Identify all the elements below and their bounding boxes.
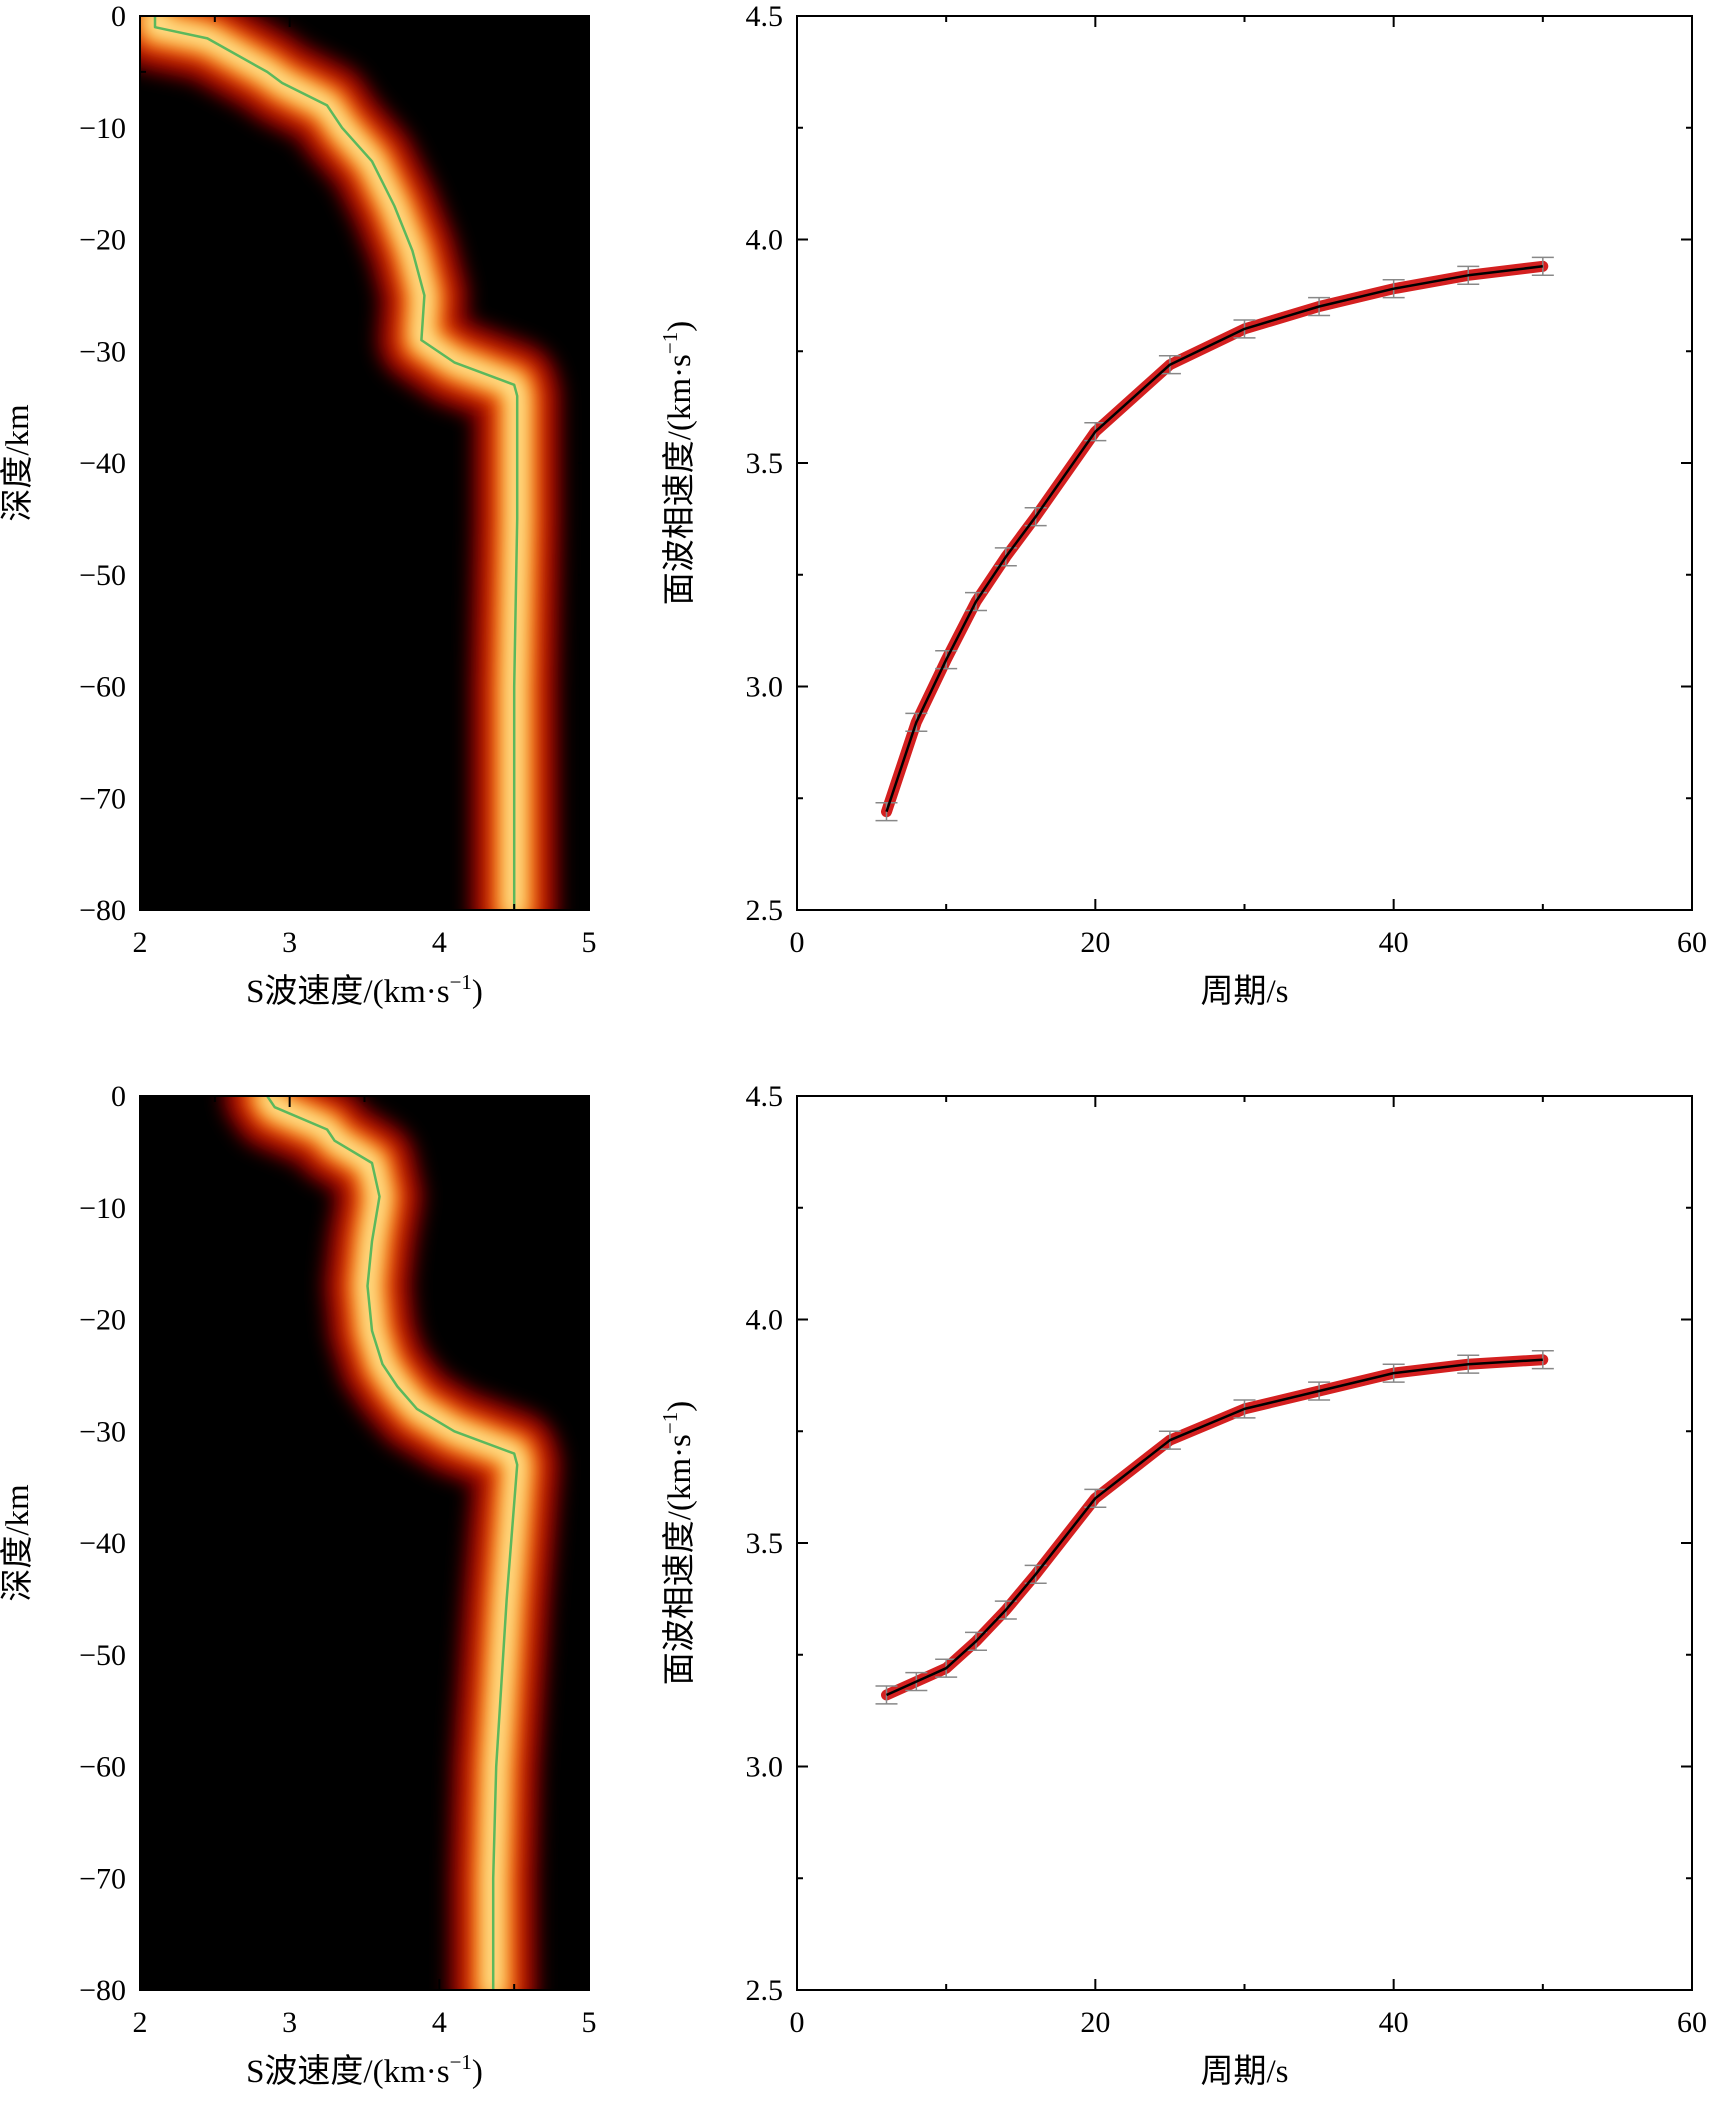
model-ensemble-band xyxy=(881,260,1549,818)
y-axis-title-main: 深度/km xyxy=(0,404,36,522)
x-tick-label: 3 xyxy=(282,926,297,959)
x-tick-label: 20 xyxy=(1080,926,1110,959)
chart-bottom-right: 0 20 40 60 2.5 3.0 3.5 4.0 4.5 周期/s 面波相速度/(km·s−1) xyxy=(658,1080,1707,2090)
y-tick-label: −40 xyxy=(79,1527,126,1560)
velocity-model-line xyxy=(153,16,519,910)
chart-bottom-left: 2 3 4 5 0 −10 −20 −30 −40 −50 −60 −70 −80 S波速度/(km·s−… xyxy=(0,1080,597,2090)
y-tick-label: −10 xyxy=(79,112,126,145)
x-tick-label: 60 xyxy=(1677,2006,1707,2039)
y-tick-label: 0 xyxy=(111,0,126,33)
y-tick-label: 4.0 xyxy=(746,1304,784,1337)
y-axis-title-sup: −1 xyxy=(658,1412,682,1434)
chart-top-right: 0 20 40 60 2.5 3.0 3.5 4.0 4.5 周期/s 面波相速度/(km·s−1) xyxy=(658,0,1707,1010)
y-axis-title: 面波相速度/(km·s−1) xyxy=(658,1401,698,1686)
dispersion-curve xyxy=(885,265,1543,813)
y-axis-title: 深度/km xyxy=(0,1484,36,1602)
y-tick-label: −30 xyxy=(79,1415,126,1448)
x-tick-label: 60 xyxy=(1677,926,1707,959)
y-tick-label: 2.5 xyxy=(746,894,784,927)
plot-frame xyxy=(796,1095,1693,1991)
x-tick-label: 5 xyxy=(582,926,597,959)
x-tick-label: 4 xyxy=(432,926,447,959)
velocity-model-line xyxy=(266,1096,519,1990)
y-tick-label: −70 xyxy=(79,782,126,815)
y-tick-label: −60 xyxy=(79,1751,126,1784)
y-tick-label: 3.5 xyxy=(746,447,784,480)
x-axis-title-main: 周期/s xyxy=(1200,2054,1288,2090)
x-tick-label: 5 xyxy=(582,2006,597,2039)
x-axis-title-sup: −1 xyxy=(450,2050,472,2074)
error-bar xyxy=(1531,1350,1554,1370)
y-axis-title-sup: −1 xyxy=(658,332,682,354)
posterior-density xyxy=(140,16,563,910)
y-tick-label: 2.5 xyxy=(746,1974,784,2007)
chart-top-left: 2 3 4 5 0 −10 −20 −30 −40 −50 −60 −70 −80 S波速度/(km·s−… xyxy=(0,0,597,1010)
y-axis-title-main: 深度/km xyxy=(0,1484,36,1602)
y-tick-label: −70 xyxy=(79,1862,126,1895)
y-tick-label: −20 xyxy=(79,1304,126,1337)
x-tick-label: 4 xyxy=(432,2006,447,2039)
y-tick-label: −10 xyxy=(79,1192,126,1225)
x-tick-label: 2 xyxy=(133,2006,148,2039)
x-axis-title-sup: −1 xyxy=(450,970,472,994)
y-axis-title-end: ) xyxy=(662,321,698,332)
plot-frame xyxy=(796,15,1693,911)
y-tick-label: 4.5 xyxy=(746,0,784,33)
y-axis-title: 深度/km xyxy=(0,404,36,522)
y-tick-label: −20 xyxy=(79,224,126,257)
y-tick-label: 3.0 xyxy=(746,671,784,704)
y-axis-title: 面波相速度/(km·s−1) xyxy=(658,321,698,606)
y-tick-label: 3.5 xyxy=(746,1527,784,1560)
x-axis-title-end: ) xyxy=(472,974,483,1010)
x-tick-label: 40 xyxy=(1379,926,1409,959)
x-tick-label: 2 xyxy=(133,926,148,959)
y-tick-label: 4.5 xyxy=(746,1080,784,1113)
y-tick-label: 4.0 xyxy=(746,224,784,257)
x-tick-label: 0 xyxy=(790,2006,805,2039)
x-tick-label: 3 xyxy=(282,2006,297,2039)
x-tick-label: 40 xyxy=(1379,2006,1409,2039)
x-axis-title: S波速度/(km·s−1) xyxy=(246,970,483,1010)
y-tick-label: −50 xyxy=(79,559,126,592)
posterior-density xyxy=(222,1096,563,1990)
x-axis-title-main: S波速度/(km·s xyxy=(246,2053,450,2090)
y-tick-label: −30 xyxy=(79,335,126,368)
y-axis-title-end: ) xyxy=(662,1401,698,1412)
y-axis-title-main: 面波相速度/(km·s xyxy=(661,1434,698,1685)
x-tick-label: 0 xyxy=(790,926,805,959)
x-axis-title: 周期/s xyxy=(1200,2054,1288,2090)
y-tick-label: 0 xyxy=(111,1080,126,1113)
x-axis-title-main: S波速度/(km·s xyxy=(246,973,450,1010)
model-ensemble-band xyxy=(881,1354,1549,1701)
x-axis-title: 周期/s xyxy=(1200,974,1288,1010)
x-tick-label: 20 xyxy=(1080,2006,1110,2039)
y-axis-title-main: 面波相速度/(km·s xyxy=(661,354,698,605)
y-tick-label: −50 xyxy=(79,1639,126,1672)
y-tick-label: 3.0 xyxy=(746,1751,784,1784)
y-tick-label: −80 xyxy=(79,1974,126,2007)
x-axis-title-end: ) xyxy=(472,2054,483,2090)
x-axis-title: S波速度/(km·s−1) xyxy=(246,2050,483,2090)
y-tick-label: −60 xyxy=(79,671,126,704)
y-tick-label: −80 xyxy=(79,894,126,927)
y-tick-label: −40 xyxy=(79,447,126,480)
error-bar xyxy=(1531,256,1554,277)
dispersion-curve xyxy=(885,1358,1543,1697)
x-axis-title-main: 周期/s xyxy=(1200,974,1288,1010)
